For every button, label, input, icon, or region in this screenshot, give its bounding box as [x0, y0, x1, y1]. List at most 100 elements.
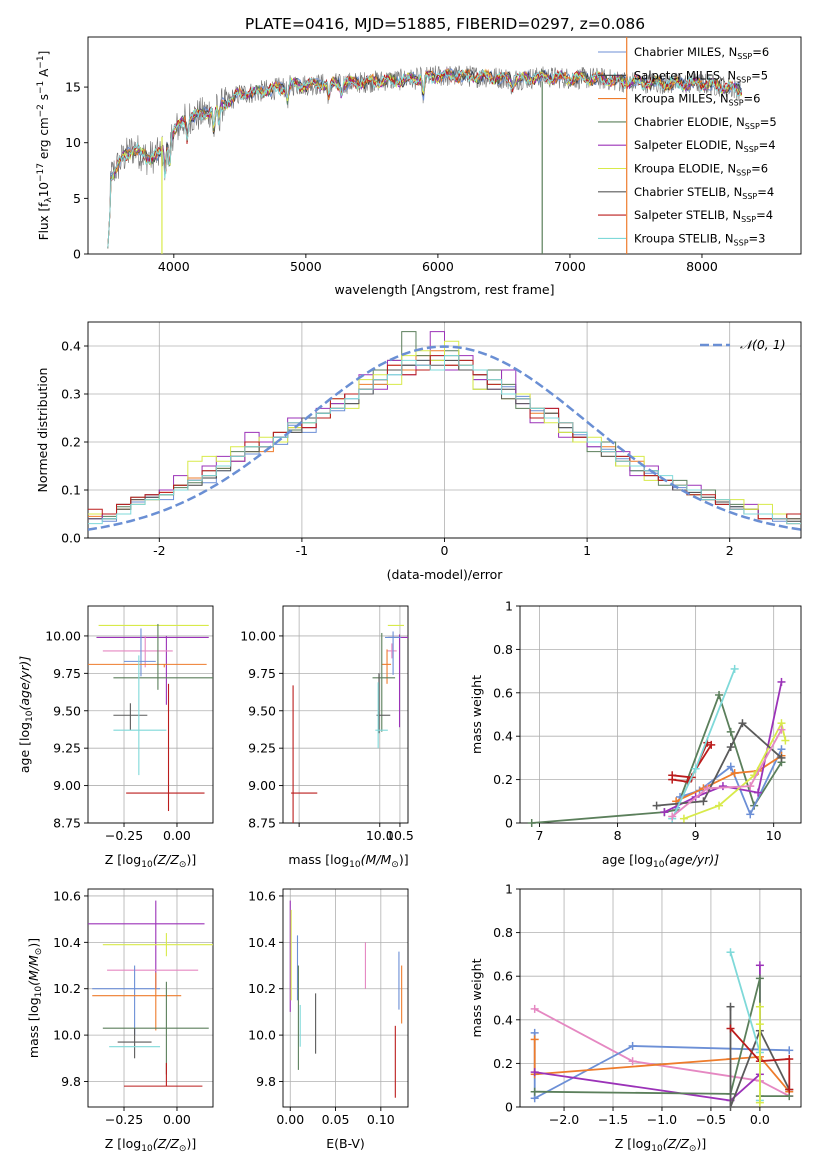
y-tick-label: 0.4	[61, 339, 81, 354]
weight-marker	[628, 1041, 637, 1050]
x-tick-label: −0.25	[105, 1112, 143, 1127]
errorbar-area	[291, 624, 408, 823]
y-tick-label: 10.6	[248, 888, 276, 903]
y-tick-label: 5	[73, 191, 81, 206]
errorbar-point	[92, 972, 182, 1031]
y-tick-label: 8.75	[53, 816, 81, 831]
legend-entry: Chabrier STELIB, NSSP=4	[634, 185, 774, 201]
spectrum-legend: Chabrier MILES, NSSP=6 Salpeter MILES, NS…	[598, 45, 777, 247]
errorbar-area	[289, 900, 403, 1098]
x-tick-label: −0.25	[105, 828, 143, 843]
weight-series	[729, 1027, 791, 1090]
weight-marker	[652, 801, 661, 810]
y-axis-label: age [log10(age/yr)]	[17, 656, 35, 773]
weight-marker	[707, 740, 716, 749]
legend-entry: Kroupa STELIB, NSSP=3	[634, 231, 765, 247]
y-tick-label: 9.75	[53, 666, 81, 681]
y-tick-label: 1	[505, 882, 513, 897]
errorbar-point	[124, 1062, 203, 1087]
x-axis-label: age [log10(age/yr)]	[602, 852, 719, 870]
y-tick-label: 9.75	[248, 666, 276, 681]
weight-lines	[530, 948, 794, 1111]
x-axis-label: Z [log10(Z/Z⊙)]	[105, 852, 196, 870]
y-axis-label: mass weight	[469, 675, 484, 754]
weight-marker	[738, 719, 747, 728]
histogram-step	[88, 355, 801, 520]
y-tick-label: 0.4	[493, 729, 513, 744]
y-tick-label: 9.50	[53, 703, 81, 718]
x-tick-label: 0.00	[163, 1112, 191, 1127]
weight-marker	[730, 664, 739, 673]
x-tick-label: −0.5	[696, 1112, 726, 1127]
weight-marker	[726, 1024, 735, 1033]
mass-vs-Z-panel: −0.25 0.00 9.8 10.0 10.2 10.4 10.6 Z [log10(Z/Z…	[26, 888, 214, 1154]
y-tick-label: 10	[65, 135, 81, 150]
x-tick-label: 0.0	[750, 1112, 770, 1127]
histogram-area	[88, 331, 801, 531]
axes-frame	[519, 888, 802, 1108]
errorbar-point	[291, 685, 318, 823]
y-tick-label: 0.8	[493, 925, 513, 940]
y-tick-label: 0.2	[493, 1056, 513, 1071]
x-tick-label: 10.5	[386, 828, 414, 843]
x-tick-label: −2.0	[549, 1112, 579, 1127]
axes-frame	[519, 605, 802, 824]
residuals-panel: -2 -1 0 1 2 0.0 0.1 0.2 0.3 0.4 𝒩(0, 1) (data-model…	[35, 321, 802, 582]
weight-marker	[755, 1002, 764, 1011]
legend-entry: Chabrier MILES, NSSP=6	[634, 45, 769, 61]
y-tick-label: 0.4	[493, 1012, 513, 1027]
x-tick-label: 7	[536, 828, 544, 843]
weight-marker	[754, 788, 763, 797]
weight-marker	[730, 769, 739, 778]
weight-marker	[699, 797, 708, 806]
axes-frame	[282, 888, 409, 1108]
x-tick-label: −1.5	[598, 1112, 628, 1127]
age-vs-Z-panel: −0.25 0.00 8.75 9.00 9.25 9.50 9.75 10.00 Z [log…	[17, 605, 214, 870]
weight-marker	[777, 725, 786, 734]
y-tick-label: 0.0	[61, 531, 81, 546]
legend-entry: Salpeter MILES, NSSP=5	[634, 68, 768, 84]
weight-series	[534, 1008, 790, 1097]
x-tick-label: -1	[296, 543, 308, 558]
x-axis-label: Z [log10(Z/Z⊙)]	[105, 1136, 196, 1154]
errorbar-point	[88, 663, 207, 668]
weight-marker	[726, 948, 735, 957]
errorbar-point	[102, 981, 209, 1075]
errorbar-point	[113, 655, 167, 776]
weight-marker	[785, 1046, 794, 1055]
y-tick-label: 0.2	[493, 772, 513, 787]
weight-marker	[777, 677, 786, 686]
weight-marker	[726, 1002, 735, 1011]
x-tick-label: 9	[692, 828, 700, 843]
weight-marker	[755, 974, 764, 983]
weight-marker	[691, 764, 700, 773]
weight-marker	[527, 819, 536, 827]
errorbar-point	[376, 673, 391, 734]
errorbar-point	[124, 628, 156, 677]
x-tick-label: 7000	[554, 259, 586, 274]
y-tick-label: 9.8	[61, 1074, 81, 1089]
y-tick-label: 0.2	[61, 435, 81, 450]
y-tick-label: 15	[65, 80, 81, 95]
x-axis-label: wavelength [Angstrom, rest frame]	[334, 282, 554, 297]
errorbar-point	[375, 682, 388, 749]
x-tick-label: 6000	[422, 259, 454, 274]
spectrum-panel: 4000 5000 6000 7000 8000 0 5 10 15 wavelength [An…	[36, 36, 802, 297]
weight-marker	[785, 1085, 794, 1094]
y-tick-label: 10.2	[53, 981, 81, 996]
weight-marker	[726, 762, 735, 771]
weight-marker	[715, 801, 724, 810]
histogram-step	[88, 355, 801, 525]
y-tick-label: 9.00	[53, 778, 81, 793]
x-tick-label: 10	[766, 828, 782, 843]
errorbar-point	[387, 643, 397, 659]
weight-marker	[746, 810, 755, 819]
x-tick-label: 10.0	[366, 828, 394, 843]
mass-weight-vs-age-panel: 7 8 9 10 0 0.2 0.4 0.6 0.8 1 mass weight age [log10…	[469, 599, 802, 870]
mass-weight-vs-Z-panel: −2.0 −1.5 −1.0 −0.5 0.0 0 0.2 0.4 0.6 0.8 1 mass we…	[469, 882, 802, 1154]
errorbar-point	[96, 635, 209, 705]
weight-marker	[660, 808, 669, 817]
legend-entry: Kroupa MILES, NSSP=6	[634, 92, 760, 108]
legend-entry: Salpeter ELODIE, NSSP=4	[634, 138, 776, 154]
